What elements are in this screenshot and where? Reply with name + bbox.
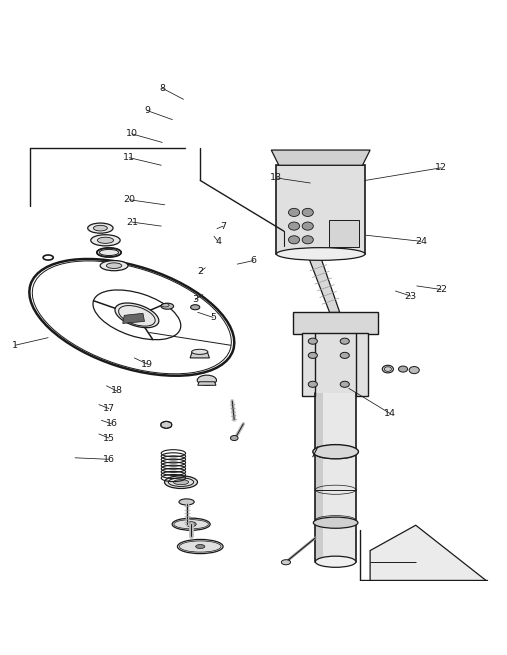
Ellipse shape [179,499,194,505]
Ellipse shape [177,540,223,553]
Ellipse shape [308,381,317,387]
Text: 14: 14 [384,409,396,418]
Ellipse shape [340,338,349,345]
Text: 9: 9 [144,106,150,115]
Ellipse shape [115,303,159,328]
Ellipse shape [100,261,128,271]
Polygon shape [308,257,340,312]
Bar [329,219,359,248]
Polygon shape [271,150,370,165]
Text: 24: 24 [415,237,427,246]
Ellipse shape [308,338,317,345]
Ellipse shape [276,248,365,260]
Text: 13: 13 [270,174,282,183]
Text: 11: 11 [123,153,135,162]
Ellipse shape [315,556,356,567]
Ellipse shape [192,349,208,354]
Ellipse shape [191,305,200,310]
Ellipse shape [161,421,172,428]
Text: 23: 23 [405,291,417,301]
Ellipse shape [382,365,393,373]
Ellipse shape [409,367,419,373]
Text: 4: 4 [215,237,221,246]
Polygon shape [123,313,144,324]
Ellipse shape [186,521,196,527]
Ellipse shape [97,248,121,257]
Text: 5: 5 [210,313,216,322]
Ellipse shape [340,352,349,358]
Text: 12: 12 [435,163,447,172]
Text: 2: 2 [197,267,203,276]
Ellipse shape [288,222,300,230]
Text: 22: 22 [435,285,447,294]
Text: 10: 10 [126,129,138,138]
Ellipse shape [196,544,205,548]
Text: 21: 21 [126,217,138,227]
Polygon shape [315,394,356,562]
Text: 20: 20 [123,195,135,204]
Text: 7: 7 [220,221,226,231]
Text: 1: 1 [12,341,18,350]
Text: 15: 15 [103,434,115,443]
Text: 6: 6 [250,256,257,265]
Ellipse shape [172,518,210,531]
Polygon shape [190,352,209,358]
Ellipse shape [91,234,120,246]
Ellipse shape [302,236,313,244]
Ellipse shape [230,436,238,441]
Text: 16: 16 [105,419,118,428]
Ellipse shape [93,225,107,231]
Ellipse shape [302,222,313,230]
Ellipse shape [288,208,300,216]
Ellipse shape [88,223,113,233]
Text: 19: 19 [141,360,153,369]
Text: 18: 18 [111,386,123,396]
Ellipse shape [281,560,291,565]
Ellipse shape [161,303,173,309]
Ellipse shape [197,375,216,385]
Ellipse shape [302,208,313,216]
Ellipse shape [340,381,349,387]
Ellipse shape [288,236,300,244]
Ellipse shape [399,366,408,372]
Polygon shape [198,382,216,385]
Text: 8: 8 [159,84,165,93]
Ellipse shape [97,237,114,244]
Text: 3: 3 [192,295,198,304]
Polygon shape [370,525,487,581]
Polygon shape [276,165,365,254]
Ellipse shape [313,445,358,458]
Text: 16: 16 [103,455,115,464]
Polygon shape [302,333,368,396]
Polygon shape [293,312,378,333]
Ellipse shape [173,479,189,485]
Text: 17: 17 [103,404,115,413]
Polygon shape [315,394,323,562]
Ellipse shape [164,476,198,489]
Ellipse shape [313,517,358,529]
Ellipse shape [106,263,122,269]
Ellipse shape [308,352,317,358]
